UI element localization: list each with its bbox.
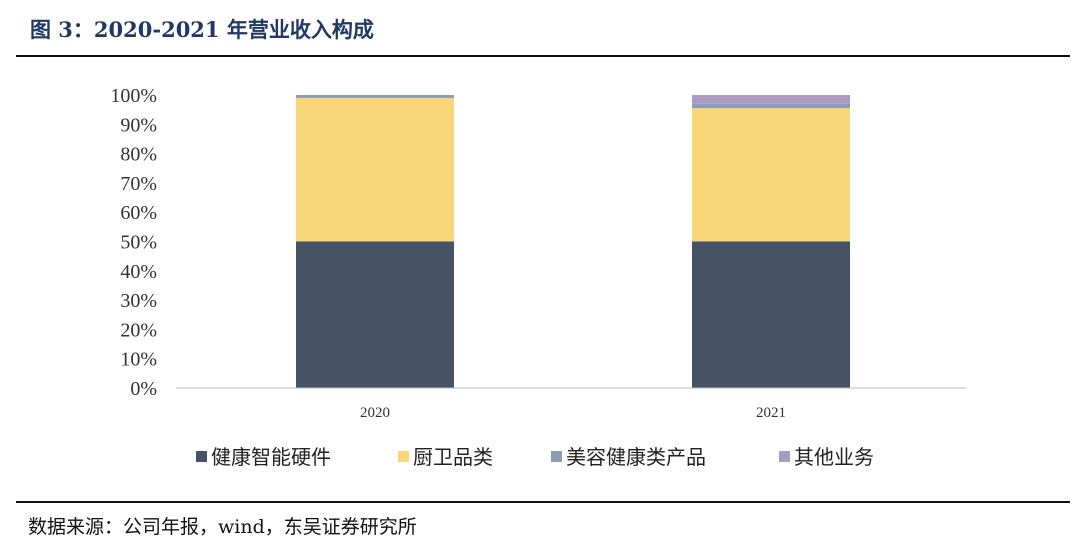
bottom-rule [16, 501, 1070, 503]
bar-segment-2021-series-2 [692, 103, 850, 109]
y-tick-label: 40% [120, 261, 157, 283]
top-rule [16, 55, 1070, 57]
bar-segment-2020-series-0 [296, 241, 454, 388]
stacked-bar-chart: 0%10%20%30%40%50%60%70%80%90%100% 2020 20… [110, 85, 966, 469]
x-category-label: 2021 [756, 405, 786, 421]
legend: 健康智能硬件 厨卫品类 美容健康类产品 其他业务 [196, 445, 874, 469]
y-tick-labels: 0% 10% 20% 30% 40% 50% 60% 70% 80% 90% 100% [110, 85, 157, 400]
legend-swatch-1 [398, 451, 409, 462]
legend-label-2: 美容健康类产品 [566, 445, 706, 469]
y-tick-label: 90% [120, 114, 157, 136]
y-tick-label: 0% [130, 378, 157, 400]
bar-segment-2021-series-0 [692, 241, 850, 388]
legend-swatch-2 [551, 451, 562, 462]
y-tick-label: 20% [120, 319, 157, 341]
y-tick-label: 50% [120, 232, 157, 254]
x-tick-labels: 2020 2021 [360, 405, 786, 421]
y-tick-label: 70% [120, 173, 157, 195]
legend-label-1: 厨卫品类 [413, 445, 493, 469]
bars-group [296, 95, 850, 388]
y-tick-label: 60% [120, 202, 157, 224]
source-note: 数据来源：公司年报，wind，东吴证券研究所 [28, 516, 417, 538]
bar-segment-2021-series-1 [692, 108, 850, 242]
bar-segment-2020-series-2 [296, 95, 454, 98]
figure-title: 图 3：2020-2021 年营业收入构成 [30, 17, 374, 42]
legend-swatch-3 [779, 451, 790, 462]
bar-segment-2020-series-1 [296, 97, 454, 242]
legend-swatch-0 [196, 451, 207, 462]
legend-label-3: 其他业务 [794, 445, 874, 469]
legend-label-0: 健康智能硬件 [211, 445, 331, 469]
y-tick-label: 30% [120, 290, 157, 312]
y-tick-label: 10% [120, 349, 157, 371]
x-category-label: 2020 [360, 405, 390, 421]
y-tick-label: 100% [110, 85, 157, 107]
y-tick-label: 80% [120, 144, 157, 166]
bar-segment-2021-series-3 [692, 95, 850, 104]
